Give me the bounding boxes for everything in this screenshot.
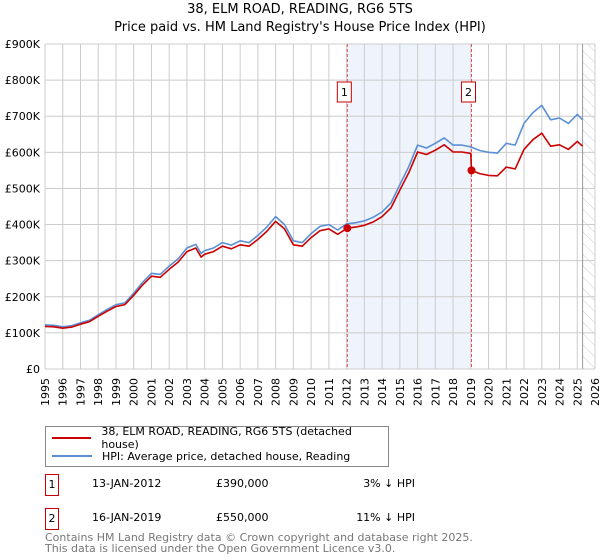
x-tick-label: 2004 — [199, 378, 212, 406]
sale-badge — [336, 81, 352, 103]
x-tick-label: 2023 — [536, 378, 549, 406]
x-tick-label: 2003 — [181, 378, 194, 406]
transaction-badge: 1 — [45, 474, 59, 496]
sale-point — [467, 166, 476, 175]
x-tick-label: 2000 — [128, 378, 141, 406]
x-tick-label: 2019 — [465, 378, 478, 406]
x-tick-label: 2008 — [270, 378, 283, 406]
x-tick-label: 2001 — [145, 378, 158, 406]
x-tick-label: 2002 — [163, 378, 176, 406]
chart-subtitle: Price paid vs. HM Land Registry's House … — [114, 20, 486, 35]
y-tick-label: £900K — [5, 38, 41, 51]
price-chart: 1995 1996 1997 1998 1999 2000 2001 2002 2003 2004… — [5, 38, 600, 406]
x-tick-label: 2017 — [429, 378, 442, 406]
legend-label: 38, ELM ROAD, READING, RG6 5TS (detached… — [101, 425, 352, 451]
x-tick-label: 1996 — [57, 378, 70, 406]
x-tick-label: 1997 — [74, 378, 87, 406]
legend-line-blue — [52, 455, 92, 457]
x-tick-label: 2024 — [554, 378, 567, 406]
x-tick-label: 2016 — [412, 378, 425, 406]
x-tick-label: 2022 — [518, 378, 531, 406]
price-paid-line — [44, 132, 584, 330]
x-tick-label: 2005 — [216, 378, 229, 406]
x-tick-label: 2013 — [358, 378, 371, 406]
x-tick-label: 2009 — [287, 378, 300, 406]
sale-badge — [461, 81, 477, 103]
y-tick-label: £400K — [5, 219, 41, 232]
x-tick-label: 2026 — [589, 378, 600, 406]
footer-licence: This data is licensed under the Open Gov… — [45, 542, 396, 555]
y-tick-label: £200K — [5, 291, 41, 304]
x-tick-label: 2014 — [376, 378, 389, 406]
legend-line-red — [52, 437, 92, 439]
x-tick-label: 2018 — [447, 378, 460, 406]
forecast-hatch — [582, 44, 595, 369]
y-tick-label: £100K — [5, 327, 41, 340]
x-tick-label: 2007 — [252, 378, 265, 406]
y-tick-label: £700K — [5, 110, 41, 123]
footer-copyright: Contains HM Land Registry data © Crown c… — [45, 531, 473, 544]
legend-item-price-paid: 38, ELM ROAD, READING, RG6 5TS (detached… — [52, 425, 388, 451]
chart-title: 38, ELM ROAD, READING, RG6 5TS — [187, 2, 413, 17]
x-tick-label: 1998 — [92, 378, 105, 406]
x-tick-label: 2006 — [234, 378, 247, 406]
legend-label: HPI: Average price, detached house, Read… — [102, 449, 351, 463]
legend-item-hpi: HPI: Average price, detached house, Read… — [52, 448, 350, 464]
y-tick-label: £600K — [5, 146, 41, 159]
transaction-price: £550,000 — [216, 511, 269, 524]
x-tick-label: 2025 — [571, 378, 584, 406]
highlight-region — [347, 44, 472, 369]
x-tick-label: 2010 — [305, 378, 318, 406]
transaction-row: 1 13-JAN-2012 £390,000 3% ↓ HPI — [45, 474, 445, 496]
sale-badge-label: 2 — [465, 86, 472, 99]
y-tick-label: £800K — [5, 74, 41, 87]
transaction-hpi-diff: 11% ↓ HPI — [356, 511, 415, 524]
legend: 38, ELM ROAD, READING, RG6 5TS (detached… — [45, 425, 389, 467]
x-tick-label: 2021 — [500, 378, 513, 406]
sale-point — [343, 224, 352, 233]
x-tick-label: 2011 — [323, 378, 336, 406]
x-tick-label: 1999 — [110, 378, 123, 406]
transaction-hpi-diff: 3% ↓ HPI — [363, 477, 415, 490]
transaction-row: 2 16-JAN-2019 £550,000 11% ↓ HPI — [45, 508, 445, 530]
y-tick-label: £300K — [5, 255, 41, 268]
transaction-date: 13-JAN-2012 — [92, 477, 162, 490]
hpi-line — [44, 104, 584, 328]
x-tick-label: 2015 — [394, 378, 407, 406]
sale-badge-label: 1 — [341, 86, 348, 99]
x-tick-label: 2012 — [341, 378, 354, 406]
transaction-price: £390,000 — [216, 477, 269, 490]
x-tick-label: 1995 — [39, 378, 52, 406]
x-tick-label: 2020 — [483, 378, 496, 406]
transaction-badge: 2 — [45, 508, 59, 530]
y-tick-label: £500K — [5, 182, 41, 195]
y-tick-label: £0 — [26, 363, 40, 376]
transaction-date: 16-JAN-2019 — [92, 511, 162, 524]
